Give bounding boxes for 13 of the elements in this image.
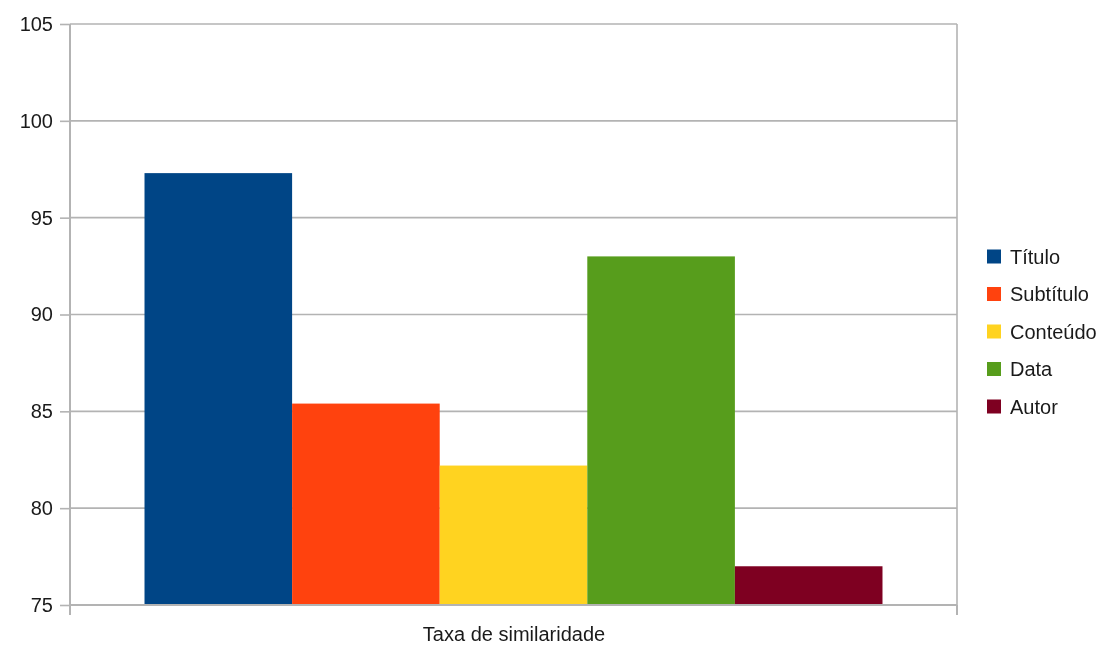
y-tick-label: 105 <box>19 12 53 35</box>
y-tick-label: 100 <box>19 109 53 132</box>
legend-label: Subtítulo <box>1010 283 1089 305</box>
y-tick-label: 85 <box>30 400 53 423</box>
y-tick-label: 75 <box>30 593 53 616</box>
x-tick-label: Taxa de similaridade <box>422 623 606 646</box>
legend-label: Conteúdo <box>1010 320 1097 343</box>
y-tick-label: 95 <box>30 206 53 229</box>
legend-label: Data <box>1010 358 1054 380</box>
legend-label: Título <box>1010 245 1061 268</box>
legend-label: Autor <box>1010 395 1059 418</box>
y-tick-label: 90 <box>30 303 53 326</box>
y-tick-label: 80 <box>30 497 53 520</box>
